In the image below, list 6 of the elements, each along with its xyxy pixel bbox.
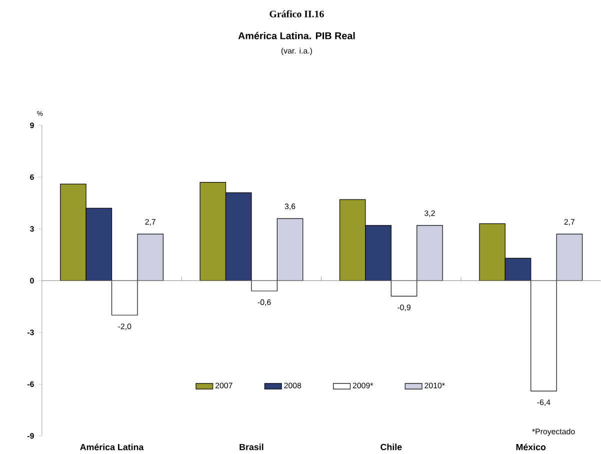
chart-subtitle: América Latina. PIB Real <box>238 32 355 40</box>
chart-title: Gráfico II.16 <box>270 10 324 18</box>
x-tick-label: Brasil <box>240 444 264 450</box>
x-tick-label: América Latina <box>80 444 144 450</box>
x-tick-label: Chile <box>380 444 402 450</box>
x-tick-label: México <box>516 444 546 450</box>
